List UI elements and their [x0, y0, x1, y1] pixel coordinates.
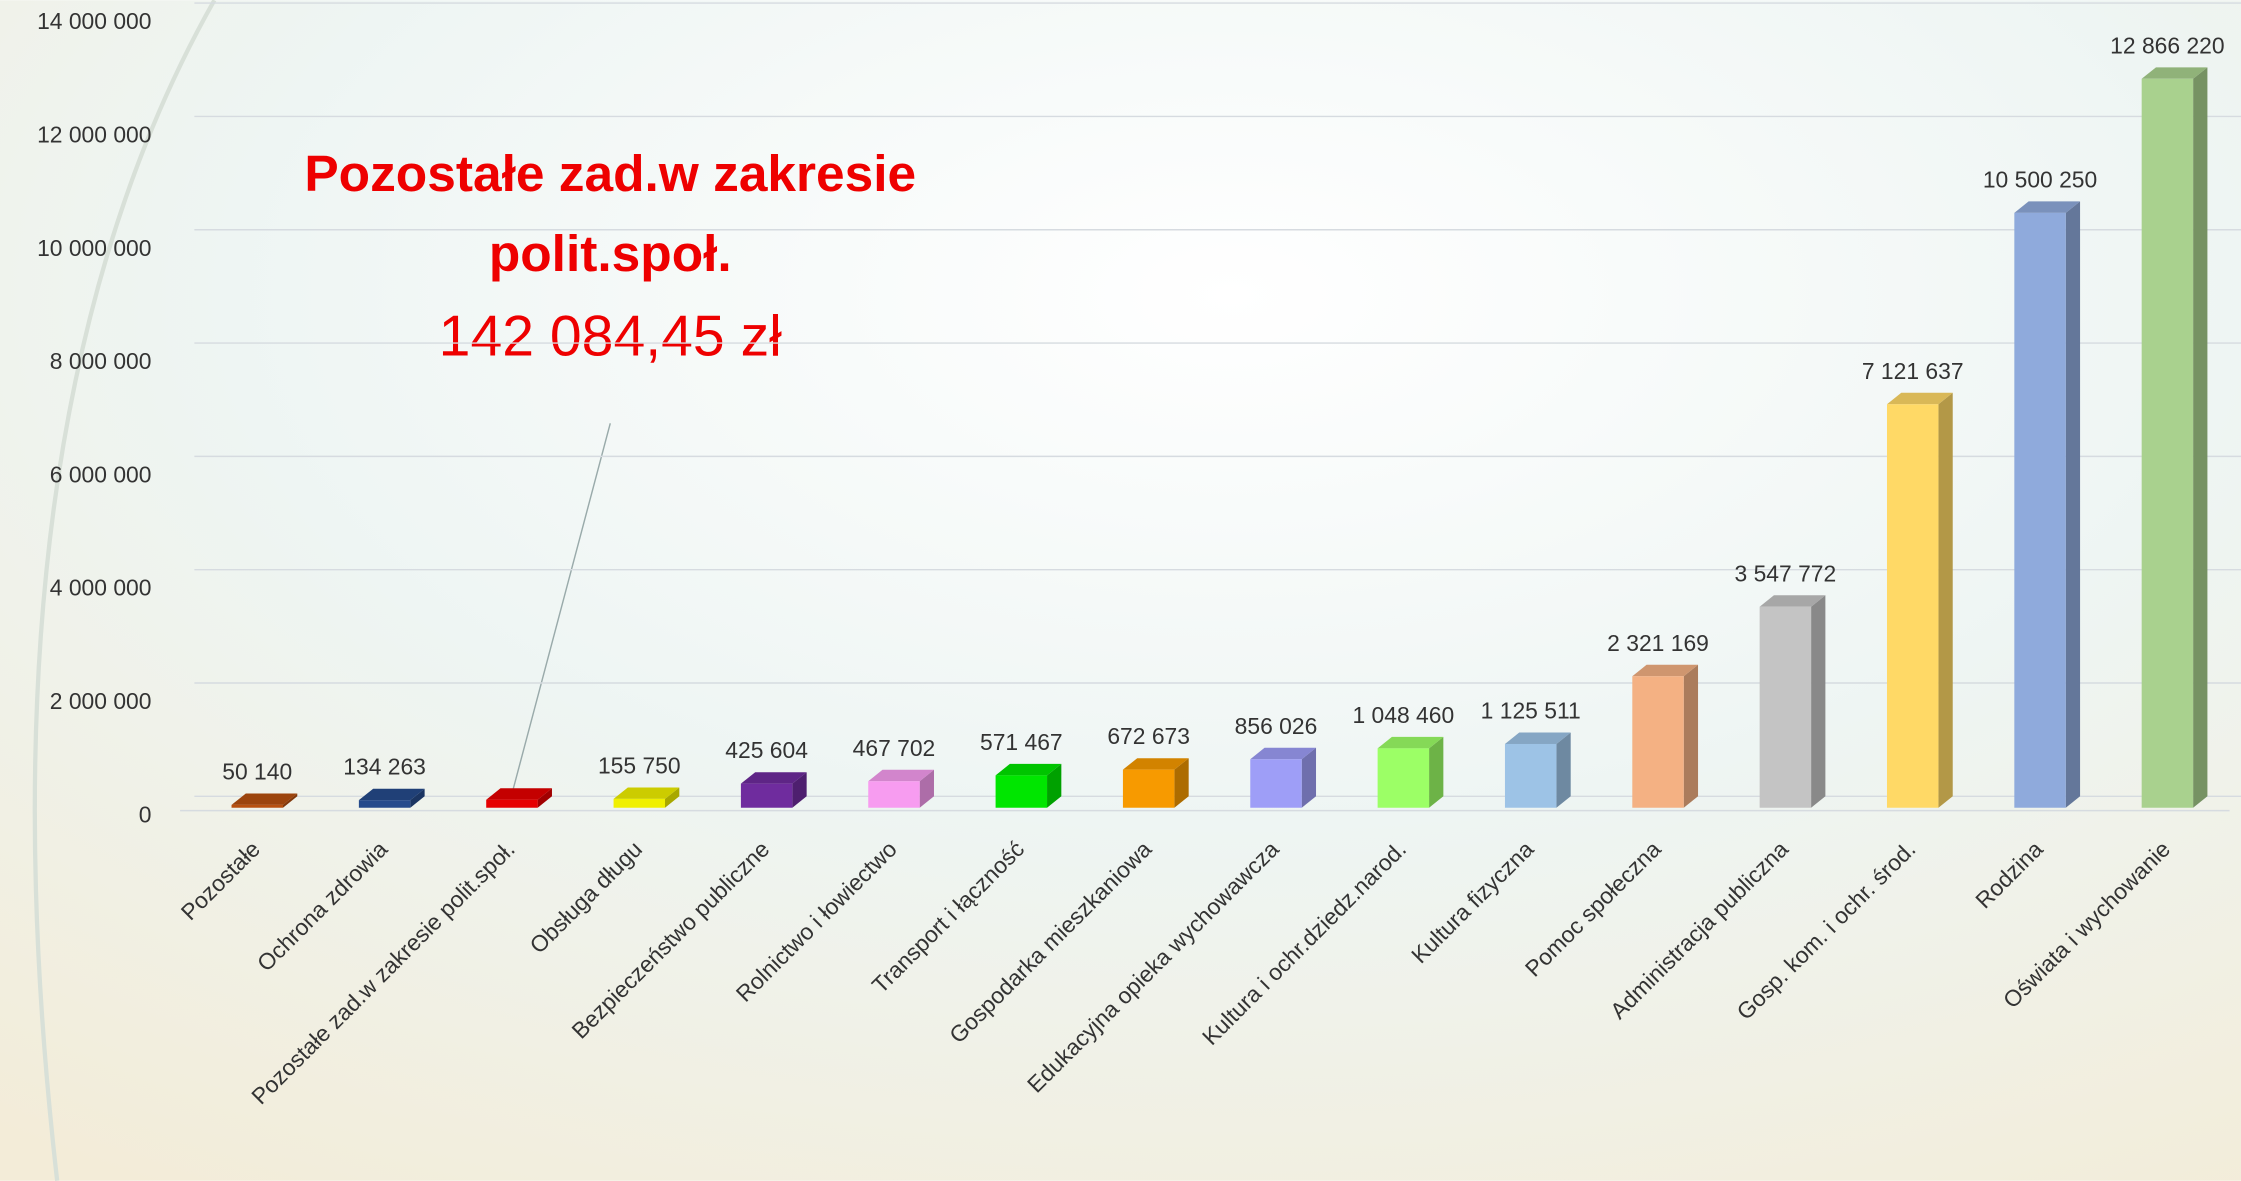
value-label: 50 140	[222, 758, 292, 784]
bar-side	[282, 793, 298, 808]
bar	[1886, 392, 1953, 808]
value-label: 155 750	[598, 753, 681, 779]
value-label: 10 500 250	[1983, 166, 2097, 192]
bar	[358, 788, 425, 808]
bar-top	[2141, 67, 2208, 79]
bar	[1377, 736, 1444, 808]
bar-top	[1886, 392, 1953, 405]
y-tick-label: 10 000 000	[37, 235, 151, 261]
bar	[1759, 595, 1826, 808]
bar-side	[537, 788, 552, 808]
bar-side	[2193, 67, 2208, 808]
value-label: 1 048 460	[1352, 702, 1454, 728]
bar	[868, 769, 934, 808]
bar-side	[410, 788, 425, 808]
y-tick-label: 4 000 000	[50, 575, 152, 601]
value-label: 856 026	[1235, 713, 1318, 739]
value-label: 467 702	[853, 735, 936, 761]
bar	[995, 763, 1062, 808]
y-tick-label: 8 000 000	[50, 348, 152, 374]
bar-side	[1811, 595, 1826, 808]
bar	[740, 772, 807, 808]
bar-front	[2014, 212, 2066, 808]
value-label: 1 125 511	[1481, 698, 1581, 724]
value-label: 425 604	[725, 737, 808, 763]
bar-top	[2014, 201, 2081, 213]
bar-top	[1504, 732, 1571, 744]
y-tick-label: 14 000 000	[37, 8, 151, 34]
y-tick-label: 6 000 000	[50, 461, 152, 487]
bar-side	[1429, 736, 1444, 808]
bar-front	[868, 781, 920, 808]
bar-side	[1556, 732, 1571, 808]
annotation-leader	[510, 423, 611, 796]
bar-front	[1759, 606, 1812, 808]
y-tick-label: 0	[139, 801, 152, 827]
bar-top	[486, 788, 552, 800]
bar	[1122, 758, 1189, 808]
bar-front	[1504, 743, 1557, 808]
bar-front	[740, 783, 793, 808]
bar-front	[1122, 769, 1175, 808]
bar-top	[1122, 758, 1189, 770]
bar-front	[613, 798, 666, 808]
bar	[1504, 732, 1571, 808]
bar-top	[868, 769, 934, 782]
bar-top	[1759, 595, 1826, 607]
bar	[486, 788, 552, 808]
bar-side	[919, 769, 934, 808]
bar-side	[665, 787, 680, 808]
bar-front	[1632, 676, 1684, 808]
value-label: 12 866 220	[2110, 32, 2224, 58]
value-label: 3 547 772	[1735, 560, 1837, 586]
bar	[2141, 67, 2208, 808]
bar	[613, 787, 680, 808]
bar-top	[231, 793, 298, 805]
bar	[231, 793, 298, 808]
bar	[1632, 664, 1699, 808]
bar	[1250, 747, 1317, 808]
bar-top	[613, 787, 680, 799]
bar-front	[486, 799, 538, 808]
bar-front	[1250, 759, 1302, 808]
bar-front	[231, 804, 283, 808]
bar-side	[2065, 201, 2081, 808]
bar-side	[1683, 664, 1699, 808]
value-label: 2 321 169	[1607, 630, 1709, 656]
value-label: 672 673	[1107, 723, 1190, 749]
y-tick-label: 12 000 000	[37, 121, 151, 147]
bar-front	[2141, 78, 2194, 808]
decoration	[32, 0, 217, 1181]
bar-top	[1377, 736, 1444, 749]
bar-front	[995, 775, 1048, 808]
value-label: 134 263	[343, 754, 426, 780]
bar-front	[1886, 404, 1939, 808]
bar-top	[1632, 664, 1699, 677]
bar-top	[1250, 747, 1317, 760]
bar-top	[995, 763, 1062, 776]
value-label: 7 121 637	[1862, 358, 1964, 384]
y-tick-label: 2 000 000	[50, 688, 152, 714]
bar	[2014, 201, 2081, 808]
bar-side	[1174, 758, 1189, 808]
bar-top	[740, 772, 807, 784]
annotation-value: 142 084,45 zł	[439, 304, 783, 368]
bar-side	[1301, 747, 1317, 808]
bar-front	[358, 800, 411, 808]
bar-front	[1377, 748, 1430, 808]
annotation-title: Pozostałe zad.w zakresie	[304, 144, 916, 202]
value-label: 571 467	[980, 729, 1063, 755]
bar-side	[1938, 392, 1953, 808]
bar-top	[358, 788, 425, 801]
bar-side	[1047, 763, 1062, 808]
bar-side	[792, 772, 807, 808]
annotation-title: polit.społ.	[489, 224, 732, 282]
